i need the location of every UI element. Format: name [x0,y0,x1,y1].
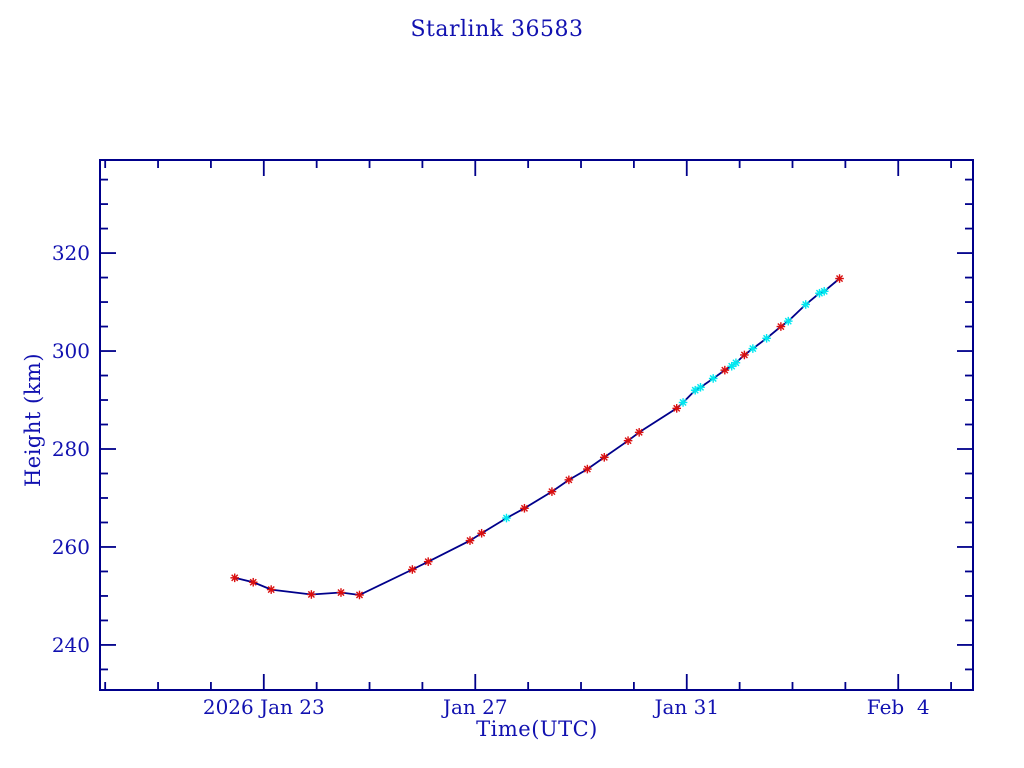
y-axis-title: Height (km) [21,352,45,488]
marker-arm [408,565,416,574]
data-point-marker [408,565,417,574]
x-tick-label: Feb 4 [867,695,930,719]
marker-arm [337,588,345,597]
marker-arm [424,558,432,566]
marker-arm [600,453,608,461]
marker-arm [307,590,315,599]
data-point-marker [465,536,475,545]
marker-arm [691,386,699,394]
marker-arm [709,374,717,383]
marker-arm [502,514,511,522]
data-point-marker [708,374,718,383]
x-tick-label: 2026 Jan 23 [203,695,325,719]
data-point-marker [547,487,557,496]
marker-arm [624,437,632,445]
data-point-marker [634,428,644,437]
data-point-marker [819,286,829,296]
data-point-marker [502,513,511,523]
marker-arm [355,591,364,599]
x-tick-label: Jan 31 [652,695,719,719]
marker-arm [478,529,486,537]
marker-arm [802,300,810,309]
data-point-marker [307,590,316,599]
data-point-marker [423,557,433,566]
data-point-marker [678,398,688,407]
data-point-marker [740,350,749,360]
data-point-marker [599,453,609,462]
marker-arm [784,317,792,325]
x-tick-label: Jan 27 [441,695,508,719]
data-point-marker [623,436,633,445]
data-point-marker [783,316,793,326]
data-point-marker [477,528,486,538]
x-axis-title: Time(UTC) [476,717,598,741]
data-point-marker [801,300,811,309]
marker-arm [231,574,239,582]
marker-arm [836,274,844,283]
data-point-marker [355,590,364,600]
marker-arm [673,404,681,412]
marker-arm [740,351,748,359]
plot-frame [99,159,974,691]
marker-arm [696,383,705,391]
marker-arm [548,488,556,496]
marker-arm [763,334,771,342]
data-point-marker [690,385,700,395]
marker-arm [732,359,740,367]
marker-arm [249,578,257,586]
data-point-marker [672,404,682,413]
data-point-marker [776,322,786,331]
y-tick-label: 300 [52,339,90,363]
marker-arm [565,476,573,484]
data-point-marker [696,382,705,392]
chart-title: Starlink 36583 [410,17,584,42]
data-point-marker [720,365,730,375]
marker-arm [820,287,828,295]
data-point-marker [520,503,529,513]
data-point-marker [230,573,240,583]
data-point-marker [731,358,741,368]
marker-arm [267,586,275,594]
data-line [234,277,841,596]
marker-arm [635,428,643,436]
data-point-marker [835,274,844,283]
data-point-marker [762,333,771,343]
y-tick-label: 320 [52,241,90,265]
data-point-marker [248,577,258,587]
y-tick-label: 240 [52,633,90,657]
data-point-marker [336,588,346,597]
data-point-marker [583,464,592,474]
data-point-marker [748,344,758,353]
marker-arm [721,366,729,374]
data-point-marker [266,585,276,594]
marker-arm [583,465,591,473]
y-tick-label: 280 [52,437,90,461]
marker-arm [749,345,757,353]
marker-arm [466,537,474,545]
y-tick-label: 260 [52,535,90,559]
marker-arm [679,398,687,407]
marker-arm [777,322,785,331]
marker-arm [520,504,528,512]
data-point-marker [564,475,574,485]
